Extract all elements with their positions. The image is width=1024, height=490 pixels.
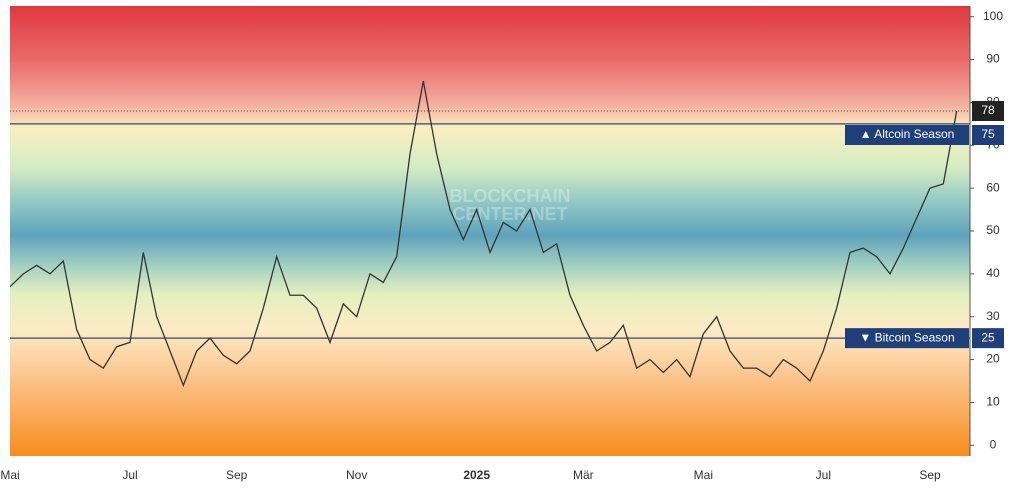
threshold-value: 75 <box>981 127 995 141</box>
threshold-label: ▲ Altcoin Season <box>860 127 955 141</box>
y-tick-label: 20 <box>986 352 1000 366</box>
line <box>9 80 958 388</box>
x-tick-label: Mär <box>573 468 594 482</box>
threshold-label-box <box>845 328 969 349</box>
y-tick-label: 100 <box>983 9 1003 23</box>
y-tick-label: 30 <box>986 309 1000 323</box>
threshold-label-box <box>845 125 969 145</box>
x-tick-label: Sep <box>919 468 941 482</box>
x-tick-label: 2025 <box>463 468 490 482</box>
y-tick-label: 50 <box>986 223 1000 237</box>
x-tick-label: Mai <box>694 468 713 482</box>
x-tick-label: Jul <box>816 468 831 482</box>
threshold-value: 25 <box>981 330 995 344</box>
x-tick-label: Sep <box>226 468 248 482</box>
x-tick-label: Mai <box>0 468 19 482</box>
watermark: BLOCKCHAIN <box>450 186 571 206</box>
watermark: CENTER.NET <box>452 204 567 224</box>
threshold-value-box <box>972 328 1004 349</box>
y-tick-label: 40 <box>986 266 1000 280</box>
current-value-box <box>972 101 1004 121</box>
y-tick-label: 60 <box>986 180 1000 194</box>
y-tick-label: 10 <box>986 395 1000 409</box>
y-tick-label: 0 <box>990 437 997 451</box>
y-tick-label: 90 <box>986 52 1000 66</box>
background <box>10 6 970 456</box>
x-tick-label: Nov <box>346 468 367 482</box>
threshold-value-box <box>972 125 1004 145</box>
current-value: 78 <box>981 103 995 117</box>
threshold-label: ▼ Bitcoin Season <box>859 330 954 344</box>
x-tick-label: Jul <box>122 468 137 482</box>
